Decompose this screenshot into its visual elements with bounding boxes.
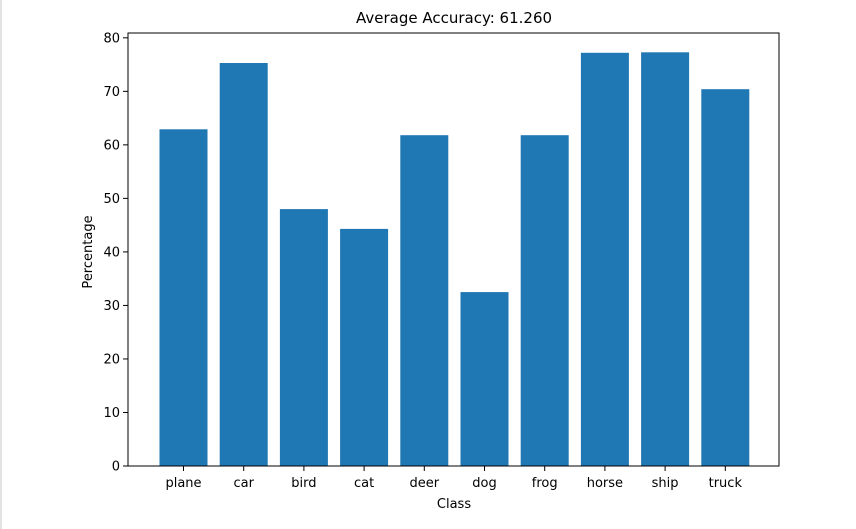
x-tick-label: horse [587,476,623,491]
bar-ship [641,52,690,467]
chart-title: Average Accuracy: 61.260 [356,9,552,27]
y-tick-label: 40 [103,245,120,260]
plot-frame [127,32,780,467]
bars-group [159,52,750,467]
bar-plane [159,129,208,467]
bar-frog [520,135,569,466]
y-tick-label: 20 [103,352,120,367]
x-tick-label: deer [410,476,440,491]
bar-cat [340,228,389,466]
y-tick-label: 10 [103,406,120,421]
bar-bird [279,209,328,466]
y-tick-label: 70 [103,85,120,100]
left-divider [0,0,2,529]
bar-car [219,63,268,466]
bar-deer [400,135,449,466]
x-axis-label: Class [437,497,471,512]
y-tick-label: 60 [103,138,120,153]
x-tick-label: frog [532,476,558,491]
x-tick-label: dog [472,476,496,491]
x-tick-label: bird [291,476,316,491]
x-tick-label: ship [652,476,679,491]
x-tick-label: cat [354,476,374,491]
y-axis-label: Percentage [81,215,96,288]
x-tick-label: plane [165,476,201,491]
x-tick-label: truck [709,476,743,491]
bar-dog [460,292,509,466]
x-tick-label: car [233,476,254,491]
y-tick-label: 0 [112,460,120,475]
bar-horse [580,52,629,467]
y-tick-label: 30 [103,299,120,314]
bar-truck [701,89,750,466]
y-tick-label: 80 [103,31,120,46]
y-axis-ticks: 0 10 20 30 40 50 60 70 80 [103,31,128,475]
y-tick-label: 50 [103,192,120,207]
x-axis-ticks: plane car bird cat deer dog frog horse ship truck [165,466,742,491]
